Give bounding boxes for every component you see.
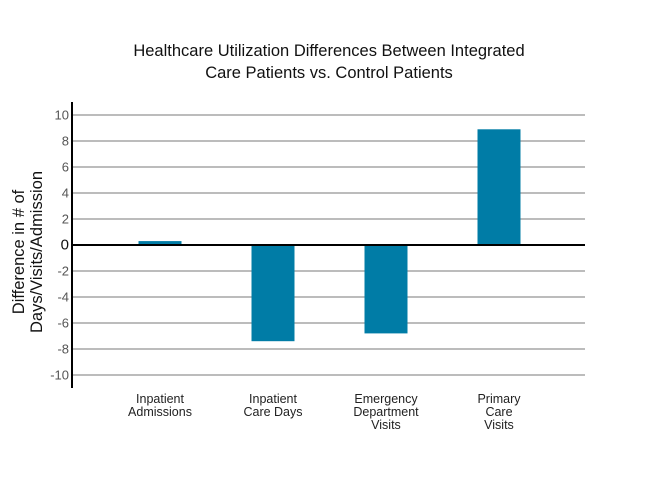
y-tick-label: -2	[57, 264, 69, 279]
y-tick-label: 0	[61, 237, 69, 254]
y-axis-label-line: Difference in # of	[10, 189, 28, 314]
x-tick-label: Inpatient	[249, 392, 297, 406]
y-tick-label: -8	[57, 342, 69, 357]
gridlines	[72, 114, 585, 376]
x-tick-label: Visits	[484, 418, 514, 432]
y-tick-label: 8	[62, 134, 69, 149]
x-tick-label: Visits	[371, 418, 401, 432]
x-tick-label: Inpatient	[136, 392, 184, 406]
x-tick-label: Care	[485, 405, 512, 419]
y-tick-label: -6	[57, 316, 69, 331]
y-tick-label: -4	[57, 290, 69, 305]
y-tick-label: 2	[62, 212, 69, 227]
bar	[138, 241, 182, 245]
bars	[138, 129, 521, 342]
x-tick-label: Care Days	[243, 405, 302, 419]
x-tick-label: Department	[353, 405, 419, 419]
y-tick-labels: 10 8 6 4 2 0 -2 -4 -6 -8 -10	[50, 108, 69, 383]
y-tick-label: 4	[62, 186, 69, 201]
chart-title: Healthcare Utilization Differences Betwe…	[133, 42, 524, 82]
y-axis-label-line: Days/Visits/Admission	[28, 171, 46, 333]
bar	[364, 245, 408, 334]
chart-title-line: Care Patients vs. Control Patients	[205, 64, 453, 82]
y-axis-label: Difference in # of Days/Visits/Admission	[10, 171, 46, 333]
x-tick-label: Emergency	[354, 392, 418, 406]
x-tick-label: Admissions	[128, 405, 192, 419]
bar	[251, 245, 295, 342]
bar	[477, 129, 521, 245]
y-tick-label: 6	[62, 160, 69, 175]
x-tick-label: Primary	[477, 392, 521, 406]
y-tick-label: 10	[55, 108, 69, 123]
chart-title-line: Healthcare Utilization Differences Betwe…	[133, 42, 524, 60]
y-tick-label: -10	[50, 368, 69, 383]
